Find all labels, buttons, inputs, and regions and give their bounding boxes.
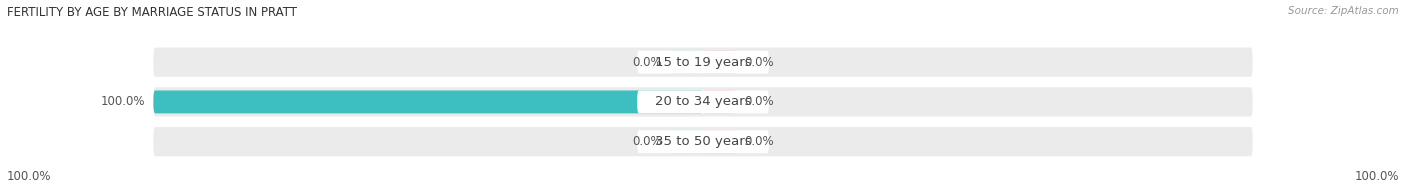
Text: 0.0%: 0.0% [744, 56, 773, 69]
FancyBboxPatch shape [671, 51, 703, 74]
Text: 100.0%: 100.0% [7, 170, 52, 183]
FancyBboxPatch shape [703, 130, 735, 153]
Text: 0.0%: 0.0% [633, 135, 662, 148]
Text: 0.0%: 0.0% [633, 56, 662, 69]
FancyBboxPatch shape [637, 51, 769, 74]
FancyBboxPatch shape [153, 91, 703, 113]
FancyBboxPatch shape [153, 48, 1253, 77]
Text: 35 to 50 years: 35 to 50 years [655, 135, 751, 148]
Text: 100.0%: 100.0% [1354, 170, 1399, 183]
FancyBboxPatch shape [153, 87, 1253, 117]
Text: 15 to 19 years: 15 to 19 years [655, 56, 751, 69]
FancyBboxPatch shape [671, 130, 703, 153]
FancyBboxPatch shape [703, 91, 735, 113]
Text: 0.0%: 0.0% [744, 95, 773, 108]
Text: FERTILITY BY AGE BY MARRIAGE STATUS IN PRATT: FERTILITY BY AGE BY MARRIAGE STATUS IN P… [7, 6, 297, 19]
FancyBboxPatch shape [637, 130, 769, 153]
FancyBboxPatch shape [153, 127, 1253, 156]
FancyBboxPatch shape [703, 51, 735, 74]
Text: 0.0%: 0.0% [744, 135, 773, 148]
Text: 100.0%: 100.0% [101, 95, 145, 108]
Text: Source: ZipAtlas.com: Source: ZipAtlas.com [1288, 6, 1399, 16]
FancyBboxPatch shape [637, 91, 769, 113]
Text: 20 to 34 years: 20 to 34 years [655, 95, 751, 108]
